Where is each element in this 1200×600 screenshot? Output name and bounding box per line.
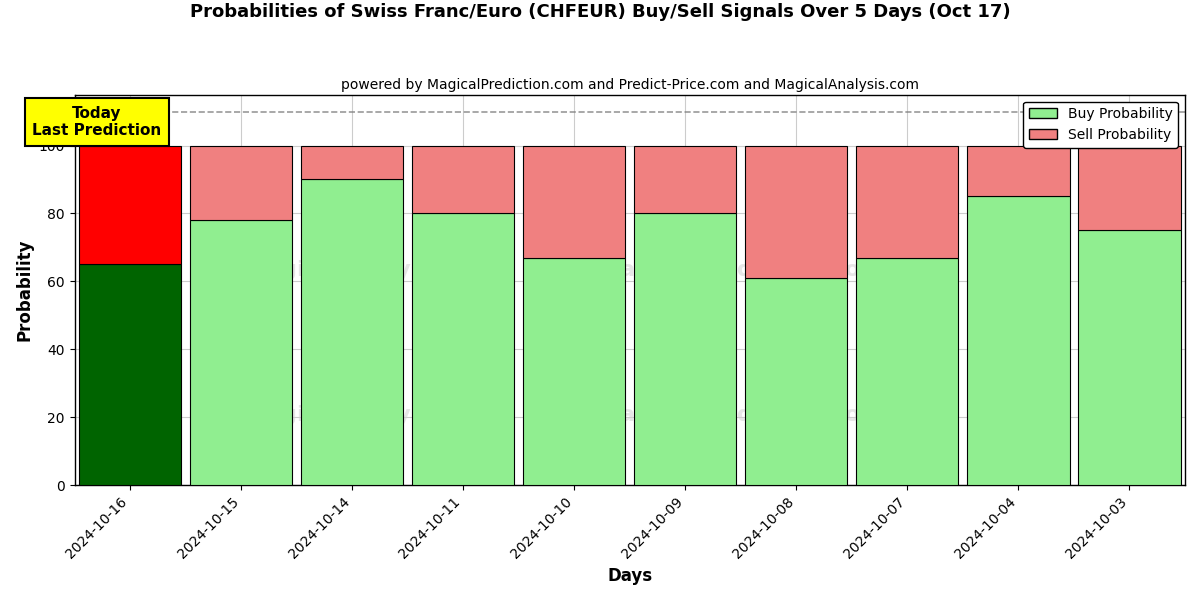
Bar [1079, 146, 1181, 230]
Bar [79, 265, 181, 485]
Text: Probabilities of Swiss Franc/Euro (CHFEUR) Buy/Sell Signals Over 5 Days (Oct 17): Probabilities of Swiss Franc/Euro (CHFEU… [190, 3, 1010, 21]
Bar [1079, 230, 1181, 485]
Bar [967, 196, 1069, 485]
Bar [523, 146, 625, 257]
Y-axis label: Probability: Probability [16, 239, 34, 341]
Bar [857, 146, 959, 257]
Bar [745, 146, 847, 278]
Bar [190, 146, 293, 220]
Bar [301, 146, 403, 179]
Bar [967, 146, 1069, 196]
Bar [412, 146, 515, 214]
Bar [190, 220, 293, 485]
Bar [635, 146, 737, 214]
Bar [857, 257, 959, 485]
Text: MagicalAnalysis.com: MagicalAnalysis.com [244, 405, 505, 425]
X-axis label: Days: Days [607, 567, 653, 585]
Bar [523, 257, 625, 485]
Bar [79, 146, 181, 265]
Bar [745, 278, 847, 485]
Text: Today
Last Prediction: Today Last Prediction [32, 106, 162, 138]
Bar [301, 179, 403, 485]
Legend: Buy Probability, Sell Probability: Buy Probability, Sell Probability [1024, 101, 1178, 148]
Text: MagicalPrediction.com: MagicalPrediction.com [598, 405, 883, 425]
Text: MagicalAnalysis.com: MagicalAnalysis.com [244, 260, 505, 280]
Title: powered by MagicalPrediction.com and Predict-Price.com and MagicalAnalysis.com: powered by MagicalPrediction.com and Pre… [341, 78, 919, 92]
Text: MagicalPrediction.com: MagicalPrediction.com [598, 260, 883, 280]
Bar [635, 214, 737, 485]
Bar [412, 214, 515, 485]
